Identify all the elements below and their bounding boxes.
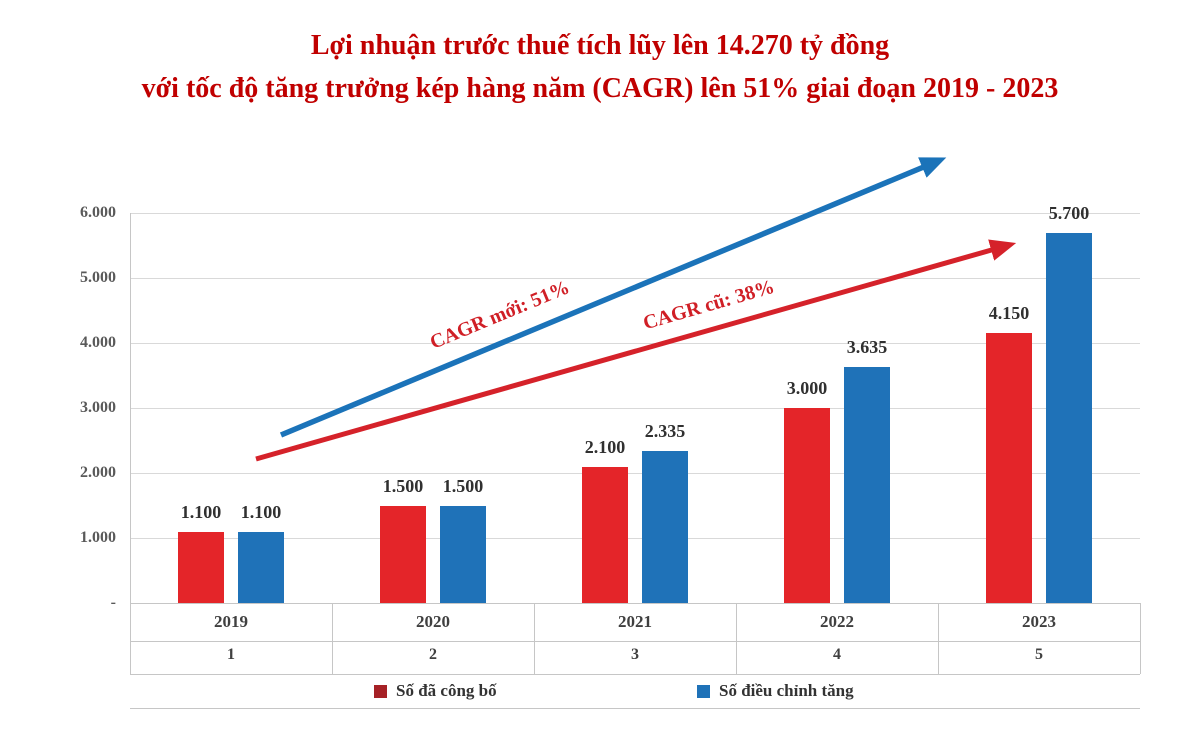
bar-published (784, 408, 830, 603)
x-axis-year: 2021 (618, 612, 652, 631)
x-axis-index: 5 (1035, 646, 1043, 663)
chart-title-line1: Lợi nhuận trước thuế tích lũy lên 14.270… (310, 30, 890, 61)
axis-line (130, 708, 1140, 709)
axis-divider (1140, 603, 1141, 674)
bar-value-label: 3.000 (786, 378, 828, 398)
axis-line (130, 603, 1140, 604)
axis-divider (534, 603, 535, 674)
bar-value-label: 3.635 (846, 336, 888, 357)
legend-swatch-blue-icon (697, 684, 710, 698)
bar-adjusted (238, 531, 284, 603)
axis-divider (938, 603, 939, 674)
y-axis-tick: 4.000 (80, 334, 116, 351)
legend-item-adjusted: Số điều chỉnh tăng (697, 680, 854, 702)
bar-published (986, 333, 1032, 603)
bar-adjusted (1046, 232, 1092, 603)
axis-divider (736, 603, 737, 674)
x-axis-year: 2022 (820, 612, 854, 631)
y-axis-tick: 2.000 (80, 464, 116, 481)
x-axis-index: 3 (631, 646, 639, 663)
y-axis-tick: 1.000 (80, 529, 116, 546)
bar-value-label: 1.500 (442, 475, 484, 496)
legend-swatch-red-icon (374, 684, 387, 698)
bar-value-label: 1.100 (240, 501, 282, 522)
gridline (130, 278, 1140, 279)
bar-published (178, 531, 224, 603)
y-axis-tick: - (110, 594, 116, 611)
axis-divider (332, 603, 333, 674)
x-axis-year: 2020 (416, 612, 450, 631)
bar-value-label: 1.100 (180, 501, 222, 522)
y-axis-tick: 5.000 (80, 269, 116, 286)
legend-label-published: Số đã công bố (396, 681, 497, 700)
bar-published (380, 505, 426, 603)
gridline (130, 213, 1140, 214)
bar-adjusted (440, 505, 486, 603)
y-axis-tick: 6.000 (80, 204, 116, 221)
gridline (130, 538, 1140, 539)
x-axis-index: 2 (429, 646, 437, 663)
bar-published (582, 466, 628, 603)
y-axis-line (130, 213, 131, 603)
axis-line (130, 674, 1140, 675)
bar-value-label: 5.700 (1048, 202, 1090, 223)
axis-line (130, 641, 1140, 642)
x-axis-index: 1 (227, 646, 235, 663)
legend-item-published: Số đã công bố (374, 680, 497, 702)
axis-divider (130, 603, 131, 674)
chart-title-line2: với tốc độ tăng trưởng kép hàng năm (CAG… (141, 73, 1059, 104)
x-axis-year: 2019 (214, 612, 248, 631)
gridline (130, 473, 1140, 474)
legend-label-adjusted: Số điều chỉnh tăng (719, 681, 854, 700)
bar-adjusted (642, 451, 688, 603)
y-axis-tick: 3.000 (80, 399, 116, 416)
x-axis-index: 4 (833, 646, 841, 663)
chart-title: Lợi nhuận trước thuế tích lũy lên 14.270… (0, 24, 1200, 110)
bar-adjusted (844, 366, 890, 603)
bar-value-label: 4.150 (988, 303, 1030, 324)
bar-value-label: 1.500 (382, 475, 424, 496)
x-axis-year: 2023 (1022, 612, 1056, 631)
bar-value-label: 2.335 (644, 421, 686, 442)
